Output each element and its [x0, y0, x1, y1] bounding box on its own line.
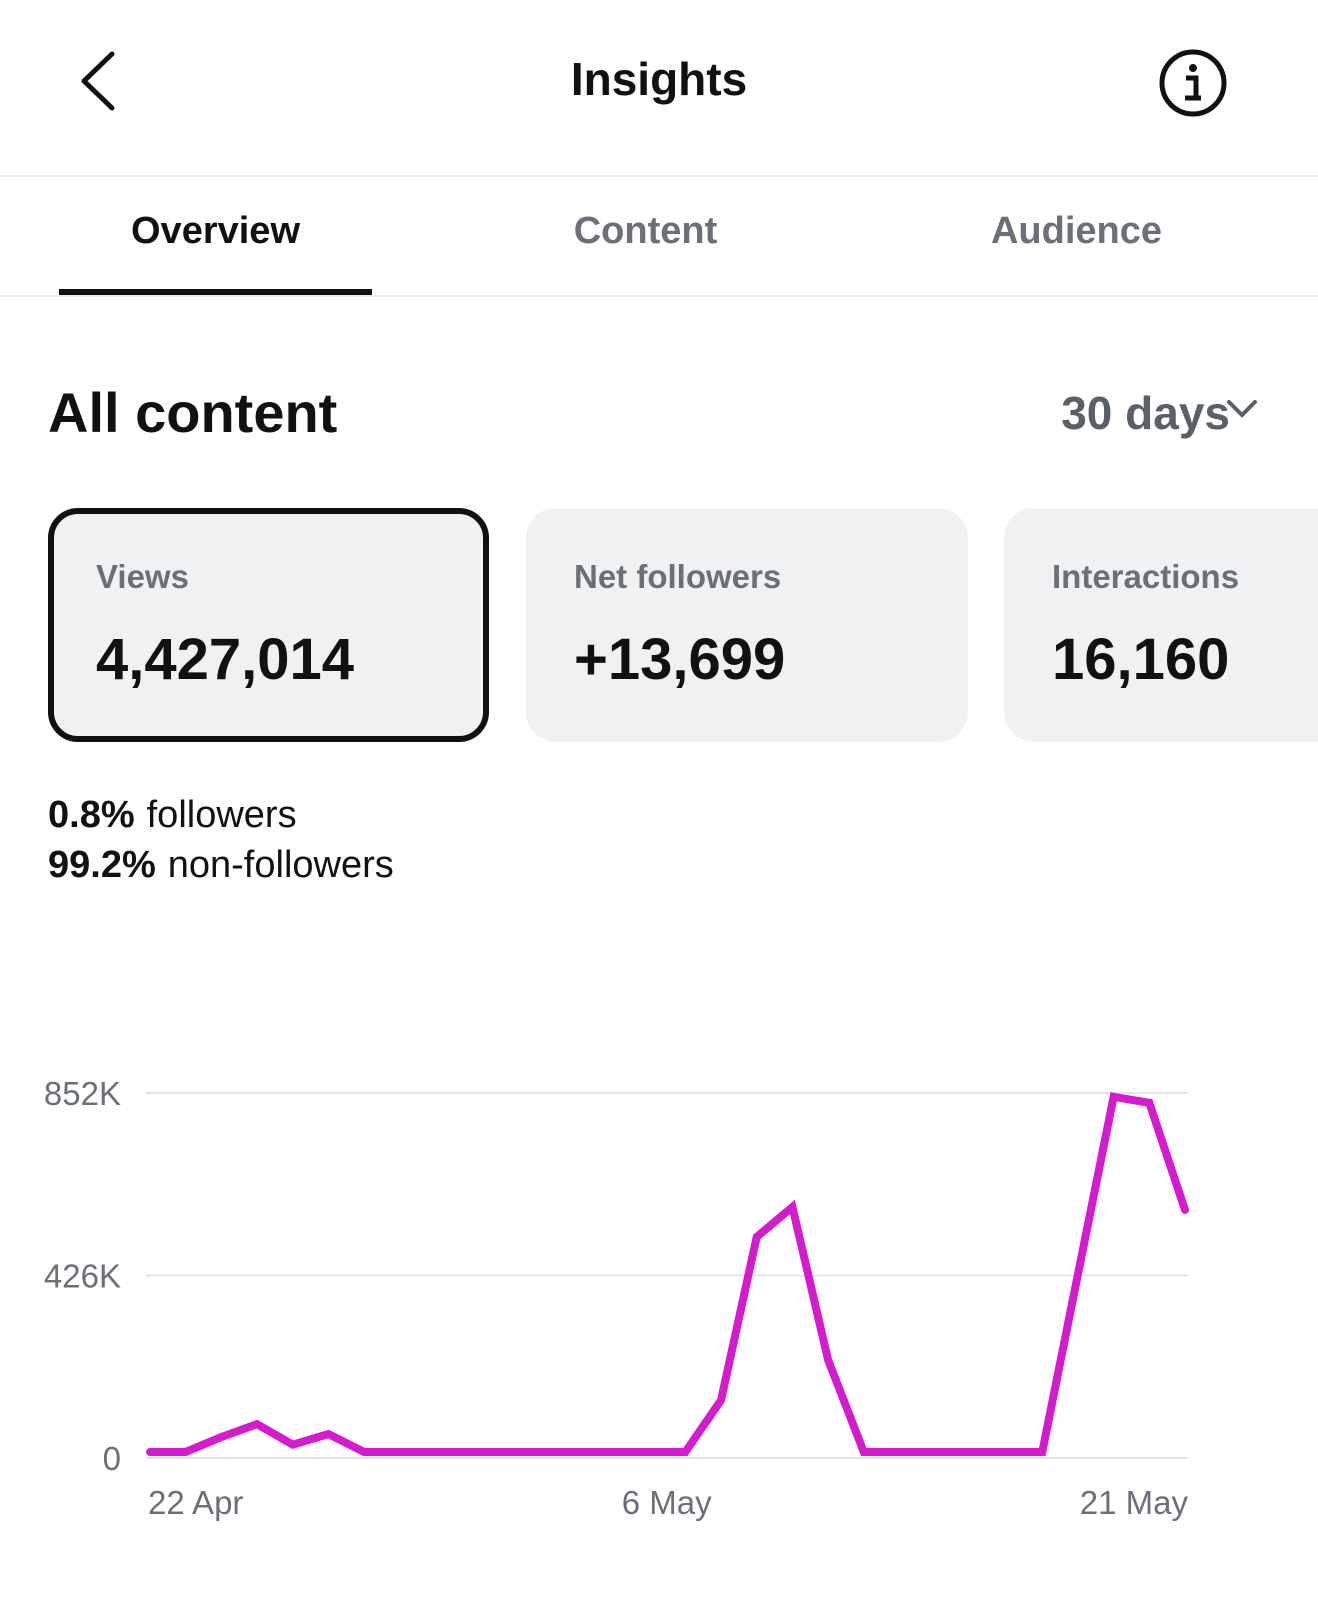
tab[interactable]: Audience	[990, 210, 1163, 252]
breakdown-row: 99.2% non-followers	[48, 844, 394, 887]
period-select[interactable]: 30 days	[1061, 387, 1230, 439]
page-title: Insights	[570, 53, 748, 105]
chevron	[1227, 400, 1257, 418]
breakdown-value: 99.2%	[48, 844, 156, 886]
x-tick-label: 21 May	[1080, 1484, 1189, 1521]
metric-label: Views	[96, 558, 189, 595]
tab[interactable]: Overview	[131, 210, 300, 252]
metric-card[interactable]: Interactions 16,160	[1004, 508, 1318, 742]
x-tick-label: 6 May	[622, 1484, 712, 1521]
metric-value: 4,427,014	[96, 627, 355, 692]
y-tick-label: 0	[103, 1440, 121, 1477]
y-tick-label: 852K	[44, 1075, 121, 1112]
metric-label: Interactions	[1052, 558, 1240, 595]
data-line	[146, 1092, 1189, 1456]
x-tick-label: 22 Apr	[148, 1484, 243, 1521]
breakdown-value: 0.8%	[48, 794, 135, 836]
breakdown-label: non-followers	[167, 844, 394, 886]
divider	[0, 295, 1318, 297]
chart: 0 426K 852K 22 Apr 6 May 21 May	[44, 1075, 1189, 1521]
metric-card[interactable]: Views 4,427,014	[48, 508, 489, 742]
breakdown-label: followers	[146, 794, 297, 836]
breakdown-row: 0.8% followers	[48, 794, 297, 837]
metric-card[interactable]: Net followers +13,699	[526, 508, 968, 742]
tab[interactable]: Content	[573, 210, 718, 252]
metric-value: 16,160	[1052, 627, 1230, 692]
y-tick-label: 426K	[44, 1258, 121, 1295]
back-button[interactable]	[70, 48, 126, 114]
divider	[0, 175, 1318, 177]
metric-value: +13,699	[574, 627, 786, 692]
section-title: All content	[48, 381, 338, 444]
tab-indicator	[59, 289, 372, 295]
info-button[interactable]	[1156, 46, 1230, 120]
metric-label: Net followers	[574, 558, 782, 595]
